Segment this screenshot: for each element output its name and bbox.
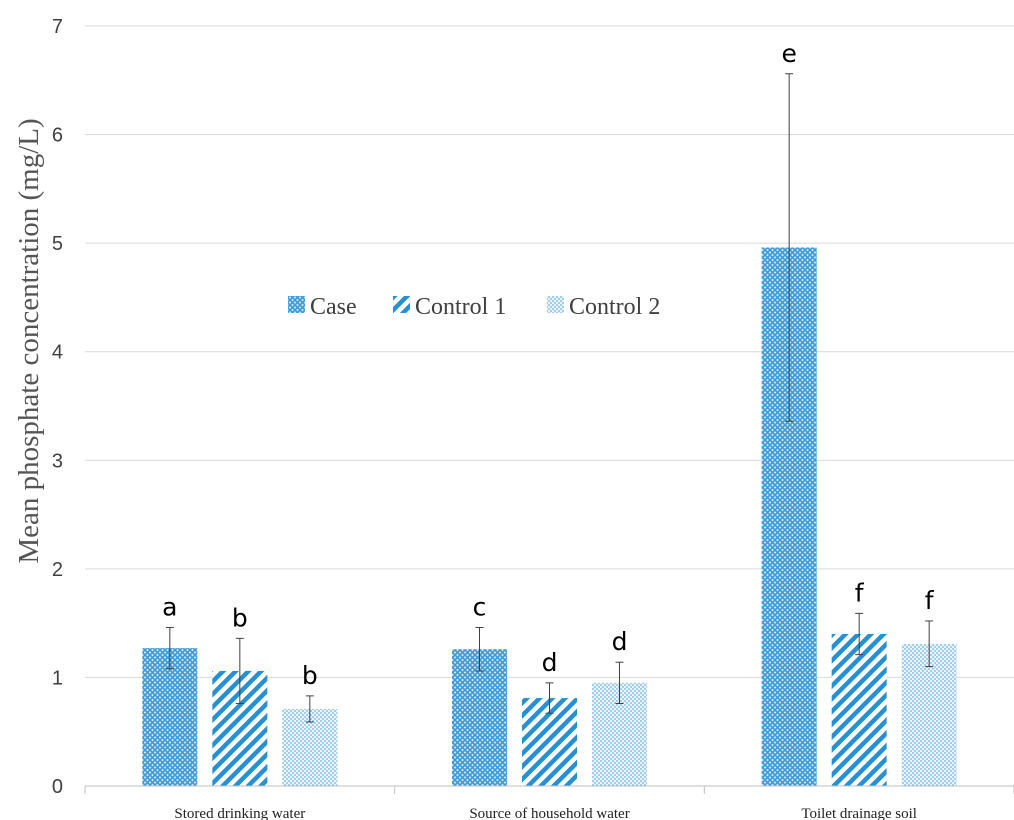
legend-label: Control 2 <box>569 294 660 320</box>
bar <box>142 648 198 786</box>
legend: Case Control 1 Control 2 <box>288 294 660 320</box>
y-tick-label: 7 <box>52 16 63 38</box>
significance-label: b <box>302 661 318 690</box>
legend-swatch <box>547 296 564 313</box>
y-tick-label: 4 <box>52 342 63 364</box>
significance-label: c <box>473 592 487 621</box>
bar <box>831 634 887 786</box>
bar <box>901 643 957 786</box>
y-tick-label: 1 <box>52 667 63 689</box>
y-axis-title: Mean phosphate concentration (mg/L) <box>13 118 45 563</box>
x-tick-label: Toilet drainage soil <box>801 806 917 820</box>
bars: a b b c d d e f f <box>142 39 957 786</box>
bar <box>452 649 507 786</box>
x-axis: Stored drinking water Source of household… <box>84 785 1014 820</box>
y-tick-label: 2 <box>52 559 63 581</box>
legend-swatch <box>288 296 305 313</box>
significance-label: a <box>162 592 177 621</box>
gridlines <box>85 25 1014 678</box>
legend-label: Case <box>310 294 357 320</box>
y-tick-label: 6 <box>52 125 63 147</box>
y-tick-label: 0 <box>52 776 63 798</box>
significance-label: f <box>855 578 865 607</box>
legend-swatch <box>393 296 410 313</box>
y-axis: 0 1 2 3 4 5 6 7 <box>52 16 63 798</box>
legend-label: Control 1 <box>415 294 506 320</box>
significance-label: f <box>925 586 935 615</box>
y-tick-label: 5 <box>52 233 63 255</box>
y-tick-label: 3 <box>52 450 63 472</box>
significance-label: e <box>781 39 796 68</box>
significance-label: d <box>612 627 628 656</box>
significance-label: d <box>542 648 558 677</box>
x-tick-label: Source of household water <box>469 806 629 820</box>
significance-label: b <box>232 603 248 632</box>
x-tick-label: Stored drinking water <box>174 806 305 820</box>
